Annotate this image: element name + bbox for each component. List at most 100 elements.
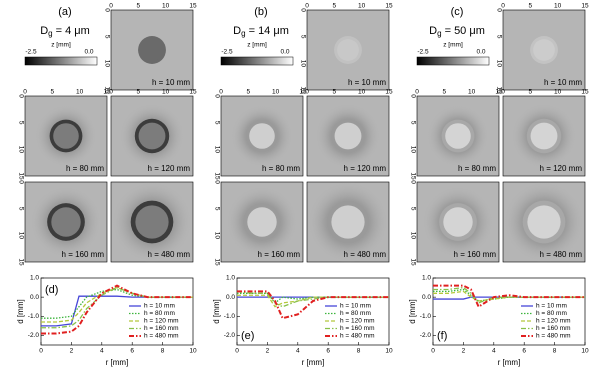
height-label: h = 480 mm: [148, 250, 191, 259]
image-y-tick: 10: [213, 232, 220, 240]
legend-label: h = 480 mm: [536, 333, 571, 340]
x-tick-label: 0: [431, 348, 435, 355]
height-label: h = 120 mm: [148, 164, 191, 173]
crater-core: [533, 39, 555, 61]
image-x-tick: 0: [501, 89, 505, 96]
crater-core: [527, 205, 561, 239]
x-tick-label: 0: [235, 348, 239, 355]
crater-core: [331, 205, 365, 239]
crater-core: [443, 207, 473, 237]
height-label: h = 160 mm: [62, 250, 105, 259]
colorbar-label: z [mm]: [51, 42, 71, 49]
image-y-tick: 5: [17, 207, 24, 211]
image-y-tick: 0: [213, 180, 220, 184]
image-y-tick: 10: [409, 146, 416, 154]
crater-core: [141, 39, 163, 61]
x-tick-label: 8: [357, 348, 361, 355]
series-line: [433, 284, 585, 309]
image-y-tick: 15: [409, 258, 416, 266]
colorbar-label: z [mm]: [247, 42, 267, 49]
height-label: h = 120 mm: [540, 164, 583, 173]
title-sub: g: [241, 29, 245, 38]
title-sub: g: [437, 29, 441, 38]
series-line: [41, 284, 193, 335]
image-y-tick: 15: [17, 258, 24, 266]
y-tick-label: 1.0: [226, 275, 235, 282]
x-tick-label: 8: [161, 348, 165, 355]
crater-core: [247, 207, 277, 237]
colorbar: [24, 56, 98, 66]
colorbar-tick: -2.5: [25, 49, 37, 56]
legend-label: h = 120 mm: [536, 318, 571, 325]
image-y-tick: 5: [213, 121, 220, 125]
crater-ring: [530, 36, 558, 64]
crater-core: [51, 207, 81, 237]
image-y-tick: 10: [409, 232, 416, 240]
image-y-tick: 10: [299, 60, 306, 68]
image-x-tick: 15: [385, 89, 393, 96]
x-tick-label: 2: [266, 348, 270, 355]
image-x-tick: 10: [554, 89, 562, 96]
legend-label: h = 80 mm: [536, 310, 567, 317]
image-y-tick: 10: [17, 232, 24, 240]
series-line: [41, 286, 193, 329]
image-y-tick: 0: [409, 94, 416, 98]
title-rest: = 50 μm: [442, 25, 485, 37]
image-y-tick: 15: [299, 86, 306, 94]
x-tick-label: 4: [492, 348, 496, 355]
plot-label: (f): [437, 330, 447, 342]
x-tick-label: 10: [385, 348, 393, 355]
height-label: h = 80 mm: [262, 164, 300, 173]
image-x-tick: 5: [333, 89, 337, 96]
height-label: h = 10 mm: [544, 78, 582, 87]
series-line: [41, 286, 193, 323]
image-x-tick: 10: [76, 89, 84, 96]
plot-label: (e): [241, 330, 254, 342]
crater-core: [135, 205, 169, 239]
image-x-tick: 0: [109, 89, 113, 96]
crater-ring: [334, 36, 362, 64]
plot-frame: [432, 277, 586, 346]
x-tick-label: 2: [462, 348, 466, 355]
image-x-tick: 0: [501, 3, 505, 10]
colorbar-tick: 0.0: [84, 49, 93, 56]
image-x-tick: 15: [299, 89, 307, 96]
y-tick-label: -2.0: [224, 332, 236, 339]
legend-label: h = 120 mm: [144, 318, 179, 325]
image-y-tick: 5: [103, 35, 110, 39]
image-x-tick: 5: [529, 3, 533, 10]
image-x-tick: 10: [468, 89, 476, 96]
image-y-tick: 0: [495, 8, 502, 12]
x-tick-label: 10: [581, 348, 589, 355]
image-x-tick: 0: [415, 89, 419, 96]
y-axis-label: d [mm]: [408, 299, 417, 323]
height-label: h = 80 mm: [66, 164, 104, 173]
image-x-tick: 15: [189, 3, 197, 10]
image-y-tick: 10: [213, 146, 220, 154]
plot-frame: [236, 277, 390, 346]
y-axis-label: d [mm]: [212, 299, 221, 323]
image-x-tick: 15: [581, 89, 589, 96]
image-x-tick: 0: [305, 89, 309, 96]
x-tick-label: 6: [130, 348, 134, 355]
height-label: h = 10 mm: [152, 78, 190, 87]
image-y-tick: 5: [495, 35, 502, 39]
y-tick-label: -2.0: [420, 332, 432, 339]
y-tick-label: -1.0: [224, 313, 236, 320]
x-axis-label: r [mm]: [106, 358, 129, 367]
x-tick-label: 4: [100, 348, 104, 355]
height-label: h = 480 mm: [344, 250, 387, 259]
title-base: D: [429, 25, 437, 37]
y-tick-label: -1.0: [28, 313, 40, 320]
title-rest: = 14 μm: [246, 25, 289, 37]
legend-label: h = 10 mm: [340, 303, 371, 310]
x-tick-label: 6: [326, 348, 330, 355]
crater-core: [53, 123, 79, 149]
image-y-tick: 0: [103, 8, 110, 12]
legend-label: h = 480 mm: [340, 333, 375, 340]
height-label: h = 10 mm: [348, 78, 386, 87]
x-tick-label: 0: [39, 348, 43, 355]
image-tile: [306, 9, 390, 91]
image-y-tick: 15: [409, 172, 416, 180]
